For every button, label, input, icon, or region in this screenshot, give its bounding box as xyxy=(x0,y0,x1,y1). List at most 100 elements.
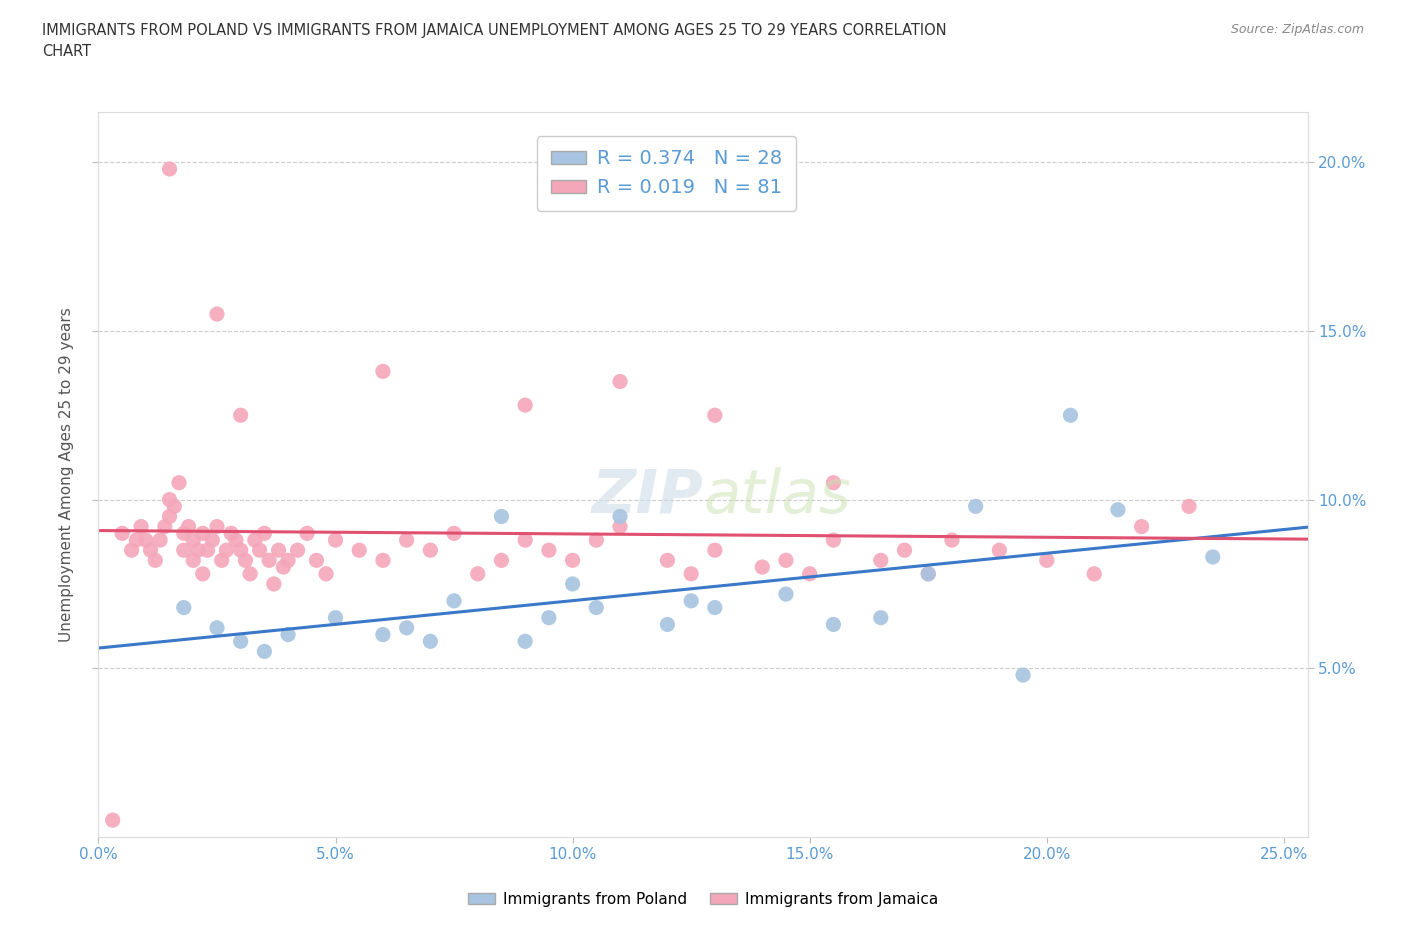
Point xyxy=(1202,550,1225,565)
Point xyxy=(491,509,513,524)
Point xyxy=(257,553,280,568)
Point xyxy=(515,533,537,548)
Point xyxy=(167,475,190,490)
Text: atlas: atlas xyxy=(703,467,851,525)
Point xyxy=(129,519,152,534)
Point xyxy=(823,617,845,631)
Text: Source: ZipAtlas.com: Source: ZipAtlas.com xyxy=(1230,23,1364,36)
Point xyxy=(229,408,252,423)
Point xyxy=(585,600,607,615)
Point xyxy=(253,644,276,658)
Point xyxy=(1036,553,1059,568)
Point xyxy=(869,610,891,625)
Point xyxy=(305,553,328,568)
Point xyxy=(149,533,172,548)
Point xyxy=(143,553,166,568)
Point xyxy=(988,543,1011,558)
Point xyxy=(823,475,845,490)
Point xyxy=(395,620,418,635)
Point xyxy=(823,533,845,548)
Point xyxy=(163,498,186,513)
Legend: R = 0.374   N = 28, R = 0.019   N = 81: R = 0.374 N = 28, R = 0.019 N = 81 xyxy=(537,136,796,211)
Legend: Immigrants from Poland, Immigrants from Jamaica: Immigrants from Poland, Immigrants from … xyxy=(461,886,945,913)
Point xyxy=(917,566,939,581)
Point xyxy=(219,525,242,540)
Point xyxy=(1178,498,1201,513)
Point xyxy=(371,627,394,642)
Point xyxy=(703,600,725,615)
Point xyxy=(253,525,276,540)
Point xyxy=(139,543,162,558)
Point xyxy=(181,533,204,548)
Point xyxy=(135,533,157,548)
Y-axis label: Unemployment Among Ages 25 to 29 years: Unemployment Among Ages 25 to 29 years xyxy=(59,307,75,642)
Point xyxy=(315,566,337,581)
Point xyxy=(229,634,252,649)
Point xyxy=(609,509,631,524)
Point xyxy=(211,553,233,568)
Point xyxy=(267,543,290,558)
Point xyxy=(681,566,703,581)
Point xyxy=(111,525,134,540)
Point xyxy=(235,553,257,568)
Point xyxy=(703,543,725,558)
Point xyxy=(585,533,607,548)
Point xyxy=(491,553,513,568)
Point xyxy=(419,543,441,558)
Point xyxy=(153,519,176,534)
Point xyxy=(325,533,347,548)
Point xyxy=(775,553,797,568)
Point xyxy=(173,525,195,540)
Point xyxy=(225,533,247,548)
Point xyxy=(1130,519,1153,534)
Point xyxy=(443,525,465,540)
Point xyxy=(1012,668,1035,683)
Point xyxy=(537,543,560,558)
Point xyxy=(869,553,891,568)
Point xyxy=(191,525,214,540)
Point xyxy=(419,634,441,649)
Point xyxy=(125,533,148,548)
Point xyxy=(395,533,418,548)
Point xyxy=(177,519,200,534)
Text: IMMIGRANTS FROM POLAND VS IMMIGRANTS FROM JAMAICA UNEMPLOYMENT AMONG AGES 25 TO : IMMIGRANTS FROM POLAND VS IMMIGRANTS FRO… xyxy=(42,23,946,60)
Point xyxy=(205,307,228,322)
Point xyxy=(965,498,987,513)
Point xyxy=(173,600,195,615)
Point xyxy=(325,610,347,625)
Point xyxy=(249,543,271,558)
Point xyxy=(703,408,725,423)
Point xyxy=(159,162,181,177)
Point xyxy=(201,533,224,548)
Point xyxy=(347,543,370,558)
Point xyxy=(187,543,209,558)
Point xyxy=(101,813,124,828)
Point xyxy=(197,543,219,558)
Point xyxy=(1083,566,1105,581)
Point xyxy=(515,398,537,413)
Point xyxy=(515,634,537,649)
Point xyxy=(941,533,963,548)
Point xyxy=(609,374,631,389)
Point xyxy=(799,566,821,581)
Point xyxy=(191,566,214,581)
Point xyxy=(657,617,679,631)
Point xyxy=(181,553,204,568)
Point xyxy=(277,553,299,568)
Point xyxy=(681,593,703,608)
Point xyxy=(277,627,299,642)
Point xyxy=(205,620,228,635)
Point xyxy=(229,543,252,558)
Point xyxy=(273,560,295,575)
Point xyxy=(243,533,266,548)
Point xyxy=(159,509,181,524)
Point xyxy=(751,560,773,575)
Point xyxy=(295,525,318,540)
Point xyxy=(263,577,285,591)
Point xyxy=(371,553,394,568)
Point xyxy=(917,566,939,581)
Point xyxy=(775,587,797,602)
Point xyxy=(1107,502,1129,517)
Point xyxy=(287,543,309,558)
Point xyxy=(215,543,238,558)
